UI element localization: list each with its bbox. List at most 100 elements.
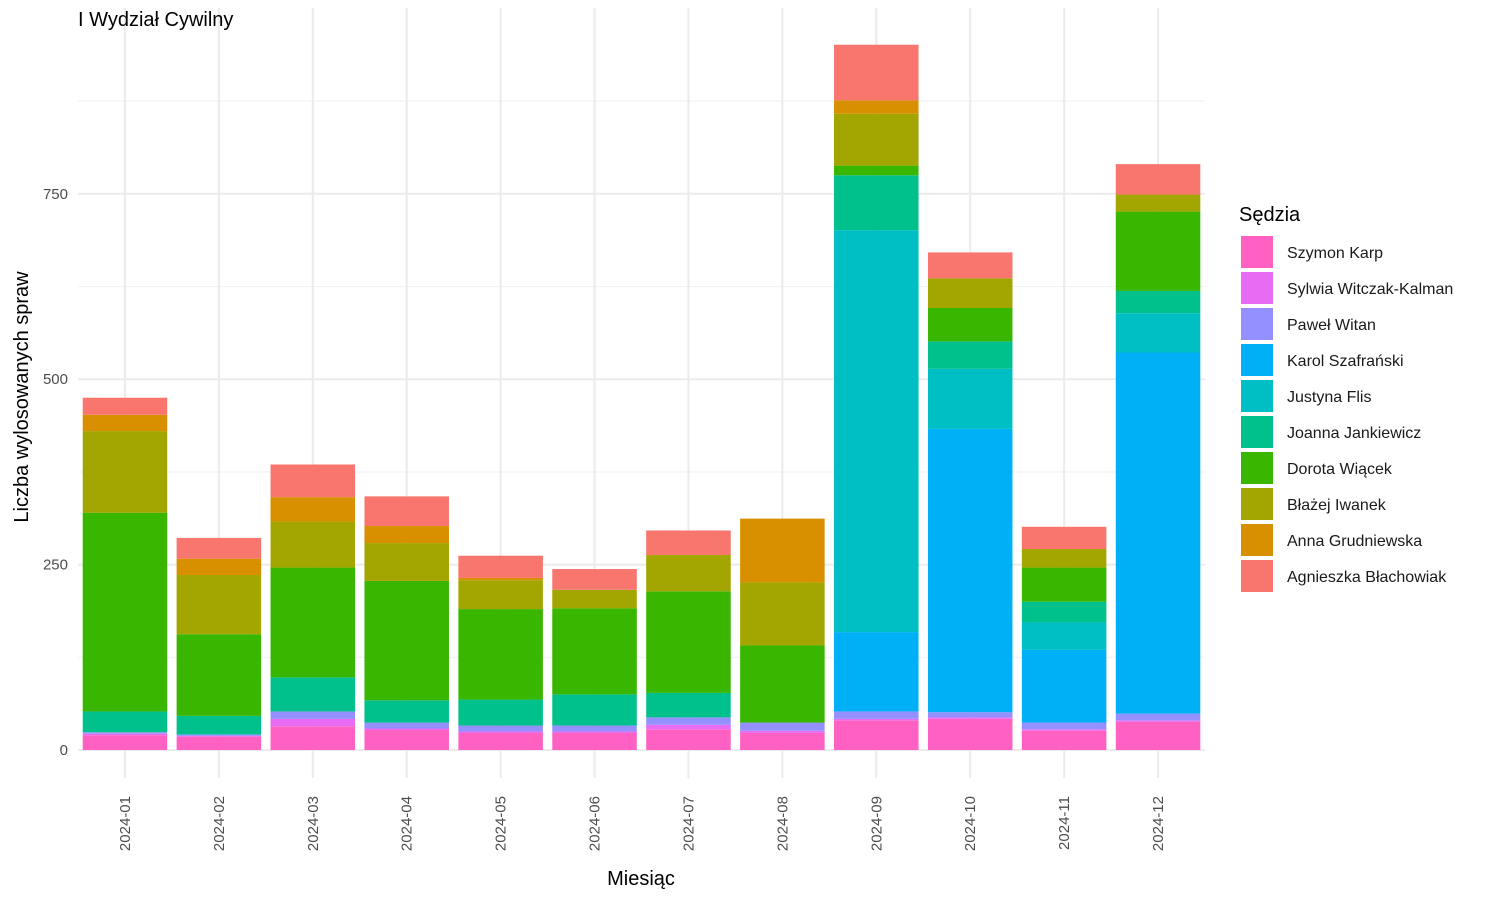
bar-segment: [834, 44, 919, 101]
legend-swatch: [1241, 524, 1273, 556]
bar-segment: [270, 567, 356, 678]
bar-segment: [646, 530, 731, 555]
legend-label: Joanna Jankiewicz: [1287, 425, 1421, 442]
bar-segment: [646, 724, 731, 730]
bar-segment: [176, 735, 262, 737]
legend-label: Anna Grudniewska: [1287, 533, 1422, 550]
bar-segment: [834, 718, 919, 721]
bar-segment: [1021, 649, 1107, 723]
bar-segment: [458, 725, 543, 732]
bar-segment: [176, 537, 262, 559]
bar-segment: [740, 518, 825, 583]
bar-segment: [364, 729, 449, 750]
bar-segment: [82, 711, 168, 733]
x-tick-label: 2024-07: [680, 796, 697, 851]
bar-segment: [458, 699, 543, 726]
bar-segment: [552, 731, 637, 733]
x-tick-label: 2024-02: [211, 796, 228, 851]
legend-label: Justyna Flis: [1287, 389, 1371, 406]
bar-segment: [740, 582, 825, 646]
bar-segment: [834, 175, 919, 231]
bar-segment: [740, 730, 825, 733]
x-tick-label: 2024-08: [774, 796, 791, 851]
x-tick-label: 2024-03: [305, 796, 322, 851]
legend: Sędzia Szymon Karp Sylwia Witczak-Kalman P…: [1239, 204, 1453, 592]
bar-segment: [740, 722, 825, 731]
bar-segment: [176, 715, 262, 735]
bar-segment: [646, 729, 731, 750]
bar-segment: [270, 726, 356, 750]
x-tick-label: 2024-01: [117, 796, 134, 851]
y-tick-label: 250: [43, 557, 68, 574]
y-axis-title: Liczba wylosowanych spraw: [11, 271, 33, 523]
legend-swatch: [1241, 236, 1273, 268]
bar-segment: [834, 230, 919, 633]
bar-segment: [552, 589, 637, 609]
bar-segment: [364, 496, 449, 527]
bar-segment: [1115, 713, 1201, 721]
bar-segment: [1021, 722, 1107, 730]
legend-label: Karol Szafrański: [1287, 353, 1404, 370]
legend-swatch: [1241, 560, 1273, 592]
bar-segment: [552, 725, 637, 732]
bar-segment: [834, 113, 919, 166]
bar-segment: [176, 574, 262, 635]
bar-segment: [458, 731, 543, 733]
bar-segment: [740, 732, 825, 750]
bar-segment: [458, 580, 543, 610]
x-tick-label: 2024-10: [962, 796, 979, 851]
bar-segment: [834, 100, 919, 114]
bar-segment: [458, 577, 543, 581]
legend-label: Szymon Karp: [1287, 245, 1383, 262]
legend-swatch: [1241, 272, 1273, 304]
bar-segment: [176, 734, 262, 736]
x-tick-label: 2024-06: [587, 796, 604, 851]
bar-segment: [458, 555, 543, 578]
bar-segment: [834, 165, 919, 176]
bar-segment: [458, 609, 543, 700]
bar-segment: [927, 717, 1013, 719]
bar-segment: [646, 692, 731, 718]
bar-segment: [927, 278, 1013, 309]
legend-label: Błażej Iwanek: [1287, 497, 1387, 514]
legend-label: Paweł Witan: [1287, 317, 1376, 334]
bar-segment: [176, 558, 262, 575]
y-axis: 0 250 500 750: [43, 186, 68, 759]
bar-segment: [646, 591, 731, 693]
bar-segment: [270, 497, 356, 522]
legend-swatch: [1241, 380, 1273, 412]
bar-segment: [1115, 352, 1201, 714]
legend-label: Sylwia Witczak-Kalman: [1287, 281, 1453, 298]
bar-segment: [1115, 290, 1201, 314]
x-tick-label: 2024-05: [493, 796, 510, 851]
bar-segment: [176, 634, 262, 716]
legend-swatch: [1241, 344, 1273, 376]
bar-segment: [1115, 721, 1201, 750]
bar-segment: [1115, 194, 1201, 212]
x-tick-label: 2024-11: [1056, 796, 1073, 850]
bar-segment: [1115, 211, 1201, 291]
bar-segment: [270, 711, 356, 719]
bar-segment: [834, 711, 919, 719]
bar-segment: [646, 554, 731, 592]
bar-segment: [82, 431, 168, 513]
bar-segment: [834, 720, 919, 750]
bar-segment: [82, 733, 168, 736]
legend-swatch: [1241, 452, 1273, 484]
bar-segment: [834, 632, 919, 712]
x-tick-label: 2024-12: [1150, 796, 1167, 851]
bar-segment: [176, 736, 262, 750]
bar-segment: [364, 580, 449, 701]
bar-segment: [927, 252, 1013, 279]
bar-segment: [364, 728, 449, 730]
bar-segment: [82, 732, 168, 734]
bar-segment: [1115, 720, 1201, 722]
y-tick-label: 750: [43, 186, 68, 203]
bar-segment: [364, 526, 449, 544]
legend-swatch: [1241, 308, 1273, 340]
bar-segment: [1115, 313, 1201, 353]
legend-label: Dorota Wiącek: [1287, 461, 1393, 478]
bar-segment: [927, 368, 1013, 429]
bar-segment: [927, 308, 1013, 342]
bar-segment: [458, 732, 543, 750]
